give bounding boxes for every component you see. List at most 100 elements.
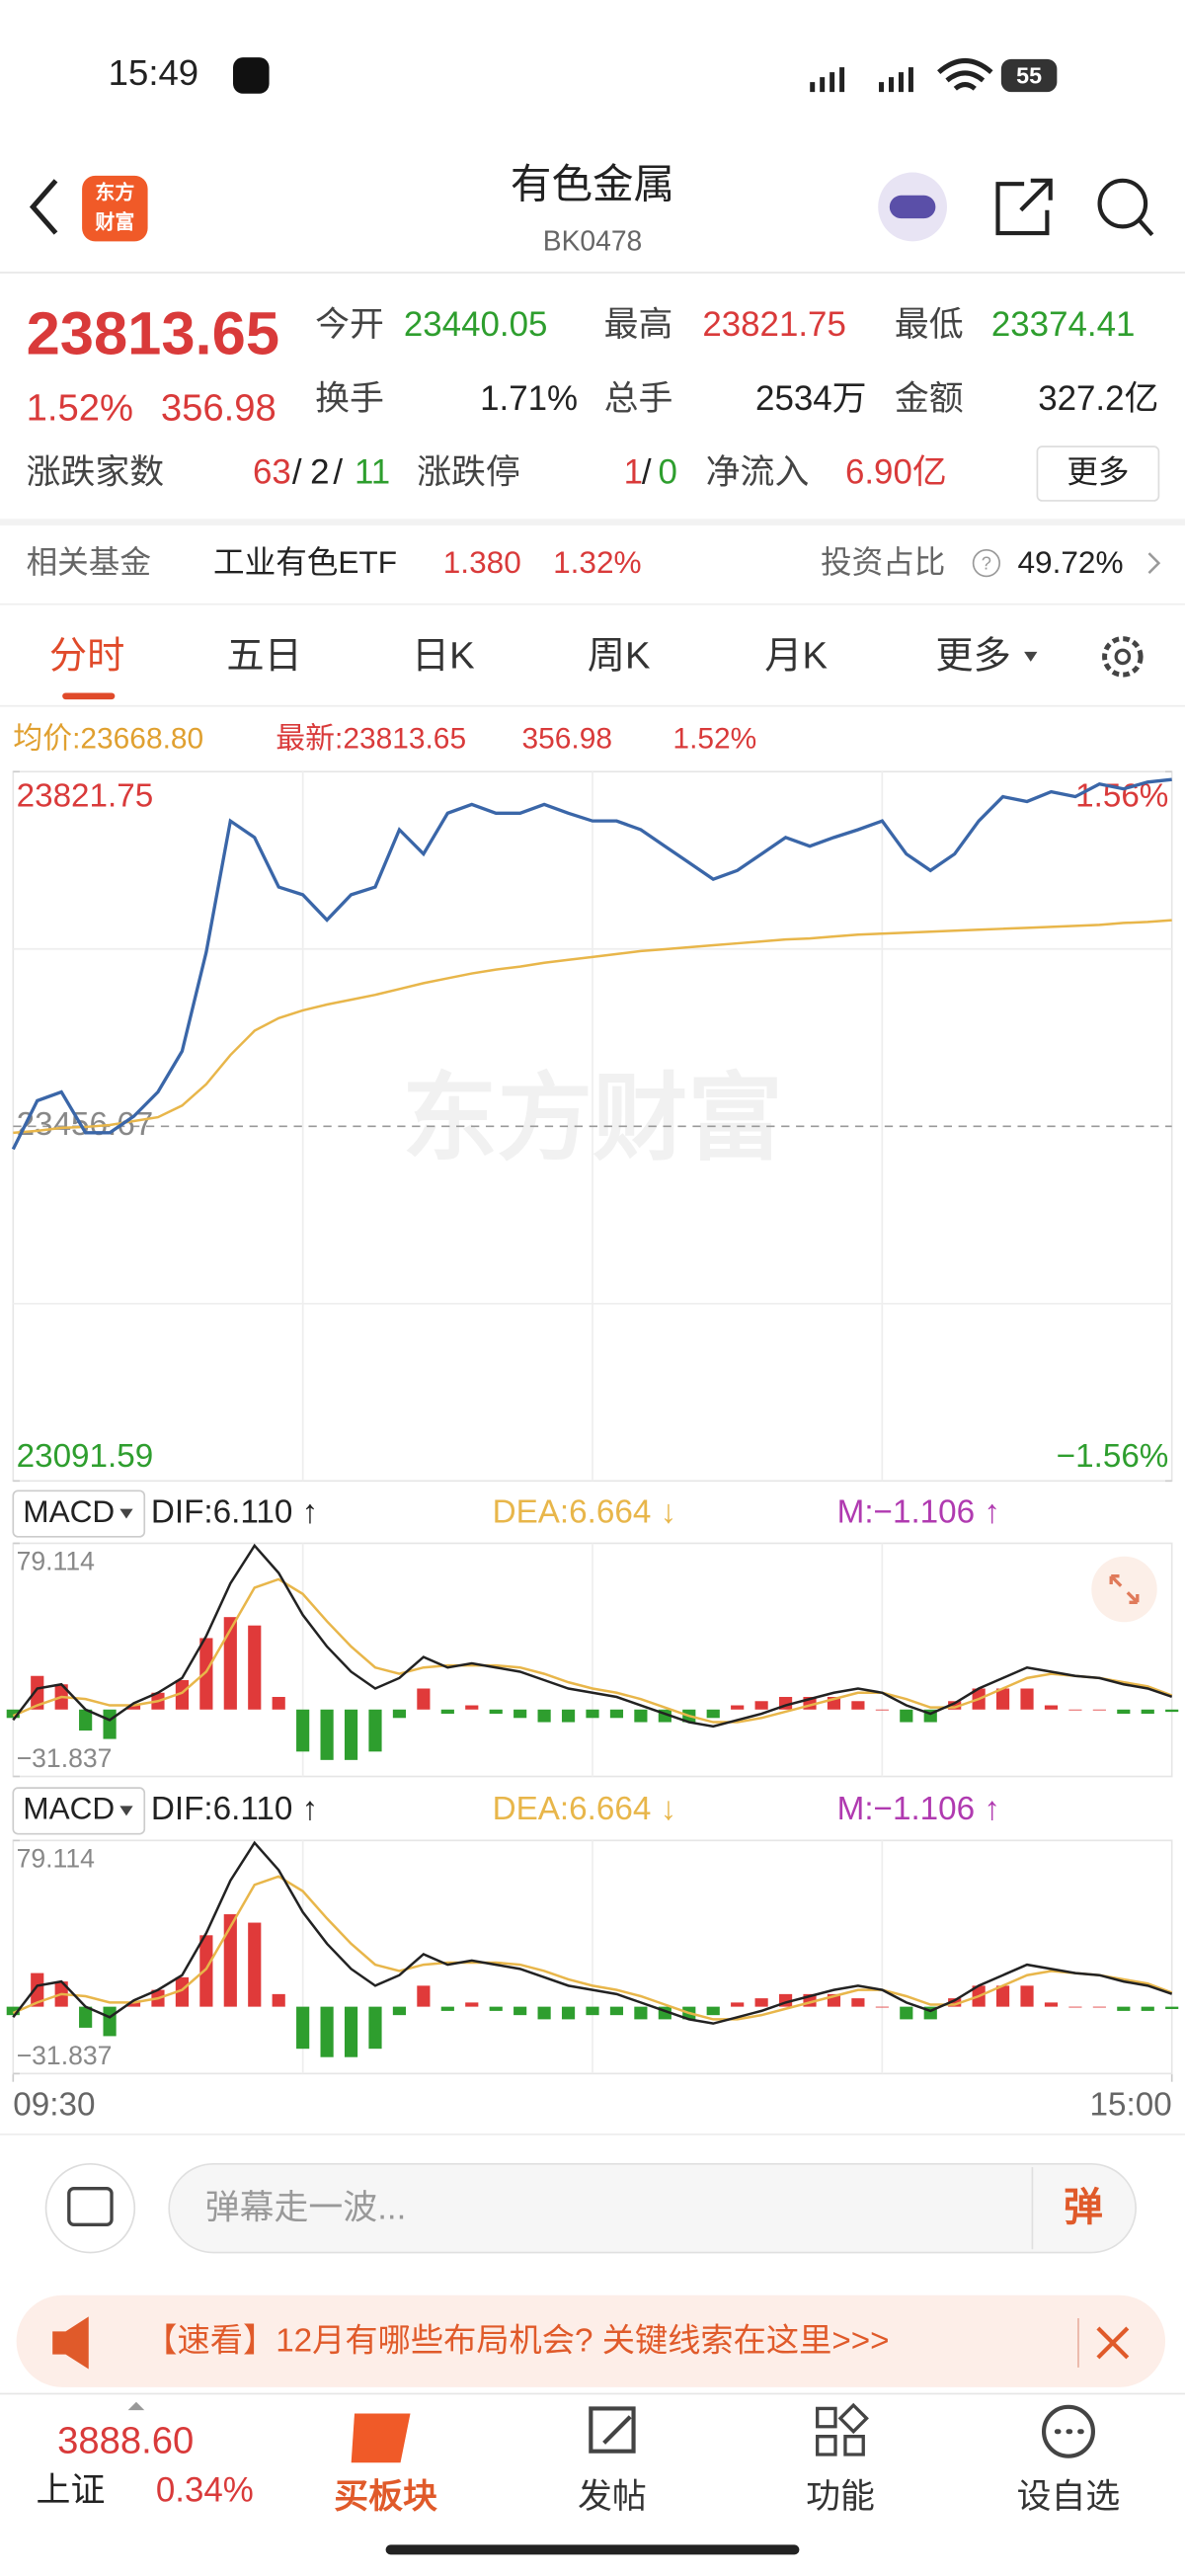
macd-bar [199, 1935, 213, 2007]
indicator-name[interactable]: MACD [23, 1493, 115, 1529]
change-percent: 1.52% [27, 387, 133, 430]
field-value: 2534万 [755, 379, 867, 418]
close-button[interactable] [1096, 2326, 1130, 2360]
fund-price: 1.380 [443, 544, 521, 580]
more-button[interactable]: 更多 [1066, 454, 1129, 490]
macd-bar [561, 1709, 576, 1723]
y-tick-label: 23456.67 [17, 1106, 154, 1143]
field-label: 最低 [895, 305, 964, 344]
megaphone-icon [52, 2316, 89, 2370]
dea-label: DEA:6.664 ↓ [493, 1791, 677, 1827]
macd-bar [537, 2006, 551, 2020]
comment-icon-button[interactable] [44, 2162, 136, 2254]
search-icon[interactable] [1097, 178, 1148, 229]
tab[interactable]: 周K [588, 635, 651, 678]
help-mark: ? [982, 553, 991, 574]
indicator-select[interactable] [12, 1489, 146, 1538]
fund-name[interactable]: 工业有色ETF [213, 544, 397, 580]
macd-bar [440, 2006, 454, 2011]
price-line [11, 777, 1172, 1151]
nav-label[interactable]: 设自选 [1017, 2477, 1121, 2516]
field-label: 最高 [604, 305, 673, 344]
macd-bar [272, 1993, 285, 2007]
banner[interactable] [16, 2294, 1166, 2387]
app-icon [233, 57, 270, 94]
macd-bar [1068, 1709, 1082, 1711]
macd-bar [995, 1985, 1010, 2007]
nav-label[interactable]: 功能 [806, 2477, 875, 2516]
tab[interactable]: 日K [412, 635, 475, 678]
tab[interactable]: 月K [764, 635, 828, 678]
nav-label[interactable]: 发帖 [578, 2477, 647, 2516]
limit-down-count: 0 [658, 453, 676, 492]
macd-bar [875, 2006, 889, 2008]
macd-bar [489, 2006, 503, 2011]
indicator-select[interactable] [12, 1787, 146, 1835]
field-value: 1.71% [480, 379, 578, 418]
macd-bar [609, 2006, 624, 2016]
macd-bar [1044, 1705, 1059, 1710]
macd-bar [465, 2002, 479, 2007]
macd-bar [392, 1709, 407, 1719]
macd-bar [706, 1709, 720, 1719]
logo-text: 东方 [95, 180, 134, 203]
back-button[interactable] [29, 179, 58, 235]
indicator-name[interactable]: MACD [23, 1791, 115, 1826]
nav-icon[interactable] [1041, 2404, 1096, 2458]
avg-price-line [13, 919, 1172, 1135]
macd-bar [79, 1709, 93, 1731]
nav-label[interactable]: 买板块 [334, 2477, 437, 2516]
tab[interactable]: 五日 [226, 635, 301, 678]
expand-button[interactable] [1091, 1556, 1157, 1623]
macd-bar [296, 2006, 310, 2050]
macd-bar [875, 1709, 889, 1711]
nav-icon[interactable] [351, 2413, 411, 2463]
index-value[interactable]: 3888.60 [57, 2419, 194, 2461]
comment-input[interactable] [168, 2162, 1137, 2254]
y-tick-label: 23091.59 [17, 1438, 154, 1475]
macd-bar [731, 1705, 745, 1710]
tab[interactable]: 更多 [935, 635, 1010, 678]
field-value: 23821.75 [702, 305, 846, 344]
macd-bar [1092, 1709, 1106, 1711]
macd-bar [1165, 2006, 1179, 2009]
y-tick-label: 79.114 [17, 1843, 95, 1873]
tab[interactable]: 分时 [49, 635, 124, 678]
y2-tick-label: −1.56% [1057, 1438, 1169, 1475]
last-price: 23813.65 [27, 300, 279, 368]
dif-label: DIF:6.110 ↑ [151, 1791, 318, 1827]
macd-bar [1020, 1688, 1034, 1710]
macd-bar [1044, 2002, 1059, 2007]
nav-icon[interactable] [589, 2406, 636, 2454]
comment-placeholder[interactable]: 弹幕走一波... [205, 2189, 407, 2227]
search-icon [1137, 218, 1154, 237]
down-count: 11 [355, 453, 390, 492]
macd-bar [948, 1701, 962, 1710]
nav-icon[interactable] [816, 2402, 869, 2456]
macd-bar [586, 1709, 599, 1719]
macd-bar [706, 2006, 720, 2016]
macd-bar [1141, 2006, 1154, 2011]
dropdown-arrow [119, 1806, 133, 1816]
settings-icon[interactable] [1102, 636, 1144, 678]
macd-bar [609, 1709, 624, 1719]
danmaku-button[interactable]: 弹 [1064, 2186, 1103, 2229]
macd-bar [6, 1709, 20, 1719]
macd-bar [417, 1688, 431, 1710]
dea-line [12, 1875, 1173, 2021]
macd-bar [514, 1709, 527, 1719]
macd-bar [851, 1998, 865, 2007]
field-label: 净流入 [706, 453, 810, 492]
chevron[interactable] [1147, 552, 1161, 574]
up-count: 63 [253, 453, 291, 492]
help-icon[interactable] [972, 549, 1001, 578]
latest-price-label: 最新:23813.65 [276, 723, 466, 756]
avatar-face [889, 195, 936, 219]
more-button[interactable] [1036, 445, 1160, 502]
banner-text[interactable]: 【速看】12月有哪些布局机会? 关键线索在这里>>> [144, 2323, 889, 2360]
macd-bar [199, 1638, 213, 1710]
share-icon[interactable] [995, 178, 1053, 236]
field-value: 23440.05 [404, 305, 548, 344]
sector-code: BK0478 [543, 224, 643, 256]
